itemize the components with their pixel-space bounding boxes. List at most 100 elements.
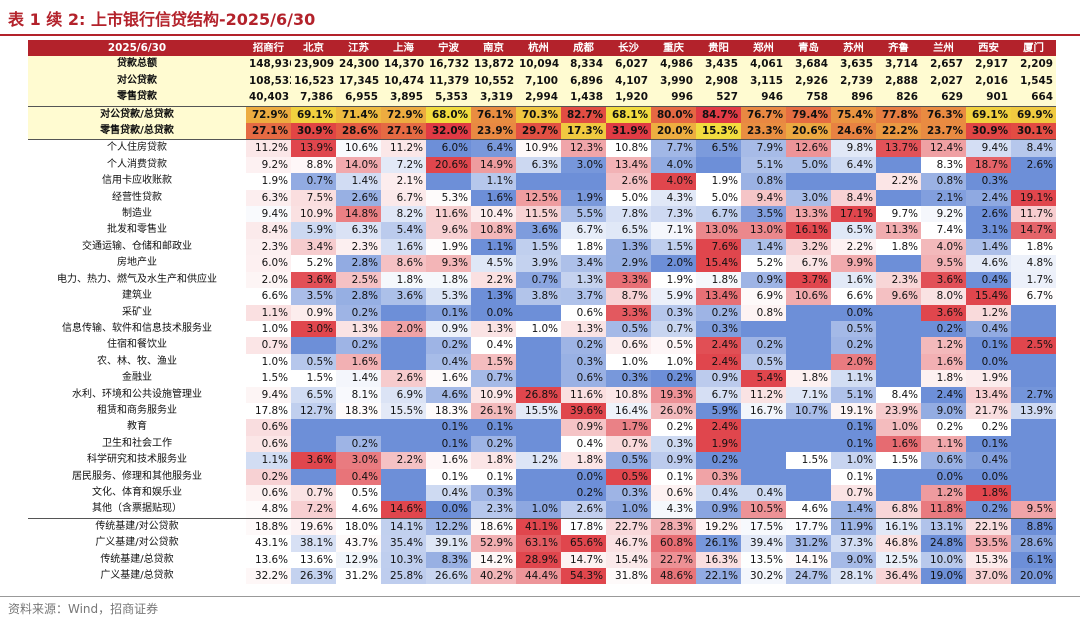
row-label: 传统基建/对公贷款 — [28, 517, 246, 536]
table-cell: 22.7% — [606, 517, 651, 536]
table-cell: 6.5% — [291, 386, 336, 403]
table-cell: 10.9% — [516, 139, 561, 157]
table-cell: 1.5% — [516, 238, 561, 256]
table-cell: 13.9% — [291, 139, 336, 157]
table-cell: 1.8% — [921, 370, 966, 387]
table-cell: 3.3% — [606, 271, 651, 289]
table-cell: 26.6% — [426, 568, 471, 585]
table-cell: 0.2% — [336, 337, 381, 354]
table-cell: 5.4% — [381, 222, 426, 239]
row-label: 贷款总额 — [28, 56, 246, 73]
table-cell — [786, 435, 831, 453]
table-cell: 0.9% — [696, 370, 741, 387]
table-cell: 18.8% — [246, 517, 291, 536]
table-cell: 7,386 — [291, 89, 336, 107]
column-header-bank: 兰州 — [921, 40, 966, 57]
table-cell: 4.6% — [336, 501, 381, 519]
table-cell: 2.4% — [966, 189, 1011, 207]
table-cell: 30.2% — [741, 568, 786, 585]
table-cell: 4,107 — [606, 72, 651, 90]
table-cell: 3.4% — [561, 255, 606, 272]
table-cell — [516, 173, 561, 190]
table-cell: 1.6% — [426, 452, 471, 469]
table-cell: 6.8% — [876, 501, 921, 519]
table-cell: 0.4% — [966, 320, 1011, 338]
table-cell: 36.4% — [876, 568, 921, 585]
table-cell: 46.7% — [606, 535, 651, 552]
table-cell: 5.4% — [741, 370, 786, 387]
table-cell: 23.7% — [921, 123, 966, 140]
table-cell — [741, 468, 786, 485]
table-cell: 28.6% — [336, 123, 381, 140]
table-cell: 3.1% — [966, 222, 1011, 239]
table-cell: 11.2% — [246, 139, 291, 157]
table-cell: 63.1% — [516, 535, 561, 552]
table-cell: 32.0% — [426, 123, 471, 140]
table-cell: 1.2% — [921, 337, 966, 354]
table-cell: 5.9% — [291, 222, 336, 239]
table-cell: 7.3% — [651, 206, 696, 223]
table-cell: 1.1% — [246, 452, 291, 469]
table-cell: 0.8% — [741, 173, 786, 190]
table-cell: 0.3% — [696, 320, 741, 338]
table-cell: 6.7% — [561, 222, 606, 239]
table-cell: 3,115 — [741, 72, 786, 90]
table-cell — [786, 419, 831, 436]
table-cell: 0.7% — [651, 320, 696, 338]
table-cell: 31.9% — [606, 123, 651, 140]
table-cell: 1.3% — [471, 288, 516, 305]
table-cell — [696, 156, 741, 174]
column-header-bank: 杭州 — [516, 40, 561, 57]
table-cell: 9.4% — [741, 189, 786, 207]
row-label: 对公贷款 — [28, 72, 246, 90]
table-cell: 0.7% — [291, 484, 336, 502]
table-cell: 2.1% — [381, 173, 426, 190]
table-cell: 15.5% — [516, 402, 561, 420]
table-cell — [831, 173, 876, 190]
table-cell: 19.1% — [831, 402, 876, 420]
table-cell: 1.8% — [876, 238, 921, 256]
row-label: 传统基建/总贷款 — [100, 553, 174, 565]
table-cell: 7.9% — [741, 139, 786, 157]
table-cell: 6.0% — [246, 255, 291, 272]
table-cell: 0.9% — [291, 304, 336, 321]
table-cell: 15.5% — [381, 402, 426, 420]
table-cell: 31.2% — [786, 535, 831, 552]
table-cell: 0.4% — [966, 271, 1011, 289]
column-header-bank: 江苏 — [336, 40, 381, 57]
table-cell: 1.7% — [606, 419, 651, 436]
table-cell: 8.0% — [921, 288, 966, 305]
table-cell: 14.6% — [381, 501, 426, 519]
table-cell: 6,027 — [606, 56, 651, 73]
table-cell: 1.8% — [786, 370, 831, 387]
table-cell: 5.3% — [426, 189, 471, 207]
table-cell: 10,094 — [516, 56, 561, 73]
table-cell: 13.5% — [741, 551, 786, 568]
table-cell: 0.6% — [921, 452, 966, 469]
table-cell — [516, 435, 561, 453]
table-cell: 4.0% — [651, 173, 696, 190]
table-cell: 7.2% — [291, 501, 336, 519]
table-cell: 3.6% — [516, 222, 561, 239]
table-row: 居民服务、修理和其他服务业 0.2% 0.4% 0.1% 0.1% 0.0% 0.5% 0.1… — [28, 468, 1056, 485]
table-cell: 0.9% — [561, 419, 606, 436]
table-cell: 758 — [786, 89, 831, 107]
table-cell: 1.0% — [831, 452, 876, 469]
table-cell: 26.8% — [516, 386, 561, 403]
table-cell: 16.3% — [696, 551, 741, 568]
table-cell: 4,986 — [651, 56, 696, 73]
table-cell: 8.6% — [381, 255, 426, 272]
column-header-bank: 西安 — [966, 40, 1011, 57]
table-row: 广义基建/对公贷款 43.1% 38.1% 43.7% 35.4% 39.1% 52.9% 6… — [28, 535, 1056, 552]
table-cell: 8.4% — [876, 386, 921, 403]
table-cell — [876, 255, 921, 272]
table-cell: 76.3% — [921, 105, 966, 124]
table-row: 贷款总额148,93623,90924,30014,37016,73213,87… — [28, 56, 1056, 73]
table-cell — [1011, 353, 1056, 371]
table-cell: 24.8% — [921, 535, 966, 552]
row-label: 个人住房贷款 — [28, 139, 246, 157]
table-cell: 2.4% — [696, 353, 741, 371]
table-cell: 0.5% — [606, 452, 651, 469]
table-cell: 8.4% — [1011, 139, 1056, 157]
table-cell: 9.8% — [831, 139, 876, 157]
